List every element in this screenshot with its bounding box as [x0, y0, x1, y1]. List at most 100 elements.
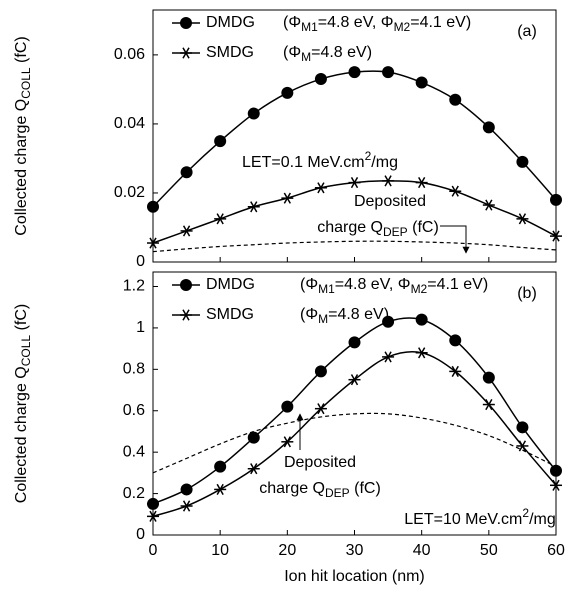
let-label: LET=0.1 MeV.cm2/mg: [242, 149, 398, 171]
marker: [281, 400, 294, 413]
marker: [348, 66, 361, 79]
text-part: M: [318, 312, 328, 326]
text-part: COLL: [19, 335, 33, 367]
marker-stroke: [384, 351, 392, 363]
marker-stroke: [182, 500, 191, 512]
marker: [415, 177, 428, 189]
marker: [415, 76, 428, 89]
text-part: =4.1 eV): [427, 276, 488, 293]
x-tick-label: 40: [413, 542, 431, 559]
text-part: 2: [522, 506, 529, 520]
marker: [516, 213, 529, 225]
series-line: [152, 70, 557, 208]
marker-stroke: [350, 374, 359, 386]
marker-stroke: [216, 483, 224, 496]
let-label: LET=10 MeV.cm2/mg: [404, 506, 556, 528]
marker: [415, 347, 428, 359]
panel-label: (b): [517, 285, 537, 302]
marker-stroke: [216, 213, 224, 225]
marker: [482, 371, 495, 384]
marker: [516, 421, 529, 434]
panel-label: (a): [517, 23, 537, 40]
text-part: M1: [318, 282, 335, 296]
text-part: (Φ: [300, 306, 318, 323]
marker: [180, 279, 192, 291]
marker: [314, 365, 327, 378]
marker: [281, 436, 294, 448]
marker: [147, 237, 159, 249]
marker: [415, 313, 428, 326]
legend-label: SMDG: [206, 306, 254, 323]
text-part: (Φ: [283, 44, 301, 61]
y-tick-label: 0.8: [123, 361, 145, 378]
text-part: /mg: [529, 511, 556, 528]
marker: [449, 185, 462, 197]
y-tick-label: 0.06: [114, 46, 145, 63]
marker: [550, 479, 562, 491]
marker: [214, 483, 227, 496]
marker-stroke: [182, 225, 191, 237]
marker-stroke: [350, 177, 359, 189]
text-part: Collected charge Q: [13, 366, 30, 503]
x-tick-label: 10: [211, 542, 229, 559]
text-part: LET=10 MeV.cm: [404, 511, 522, 528]
marker: [147, 510, 159, 522]
deposited-label: Deposited: [284, 454, 356, 471]
marker: [348, 336, 361, 349]
marker: [482, 121, 495, 134]
marker: [382, 66, 395, 79]
legend-note: (ΦM=4.8 eV): [300, 306, 389, 326]
y-tick-label: 1: [136, 319, 145, 336]
marker: [214, 135, 227, 148]
marker: [550, 193, 562, 206]
text-part: Collected charge Q: [13, 99, 30, 236]
deposited-label: Deposited: [354, 193, 426, 210]
marker: [214, 460, 227, 473]
text-part: (Φ: [300, 276, 318, 293]
marker: [147, 200, 159, 213]
text-part: (fC): [408, 219, 439, 236]
marker-stroke: [518, 213, 527, 225]
marker: [449, 334, 462, 347]
text-part: DEP: [325, 486, 350, 500]
text-part: M2: [394, 20, 411, 34]
marker-stroke: [418, 347, 426, 359]
marker-stroke: [451, 185, 459, 197]
text-part: charge Q: [317, 219, 383, 236]
deposited-label: charge QDEP (fC): [259, 480, 381, 500]
marker-stroke: [418, 177, 426, 189]
marker-stroke: [552, 479, 560, 491]
arrow: [440, 225, 470, 254]
legend-note: (ΦM=4.8 eV): [283, 44, 372, 64]
marker: [147, 497, 159, 510]
marker: [247, 431, 260, 444]
y-tick-label: 0.04: [114, 115, 145, 132]
marker: [180, 166, 193, 179]
legend-label: SMDG: [206, 44, 254, 61]
marker-stroke: [317, 182, 325, 194]
y-axis-label: Collected charge QCOLL (fC): [13, 304, 33, 503]
deposited-curve: [152, 412, 557, 474]
marker: [348, 374, 361, 386]
legend-label: DMDG: [206, 14, 255, 31]
marker: [247, 201, 260, 213]
marker: [180, 309, 192, 321]
text-part: (fC): [13, 304, 30, 335]
x-axis-label: Ion hit location (nm): [284, 568, 425, 585]
text-part: LET=0.1 MeV.cm: [242, 154, 365, 171]
marker-stroke: [485, 398, 493, 411]
marker-stroke: [250, 201, 258, 213]
text-part: (fC): [13, 36, 30, 67]
marker-stroke: [182, 309, 190, 321]
marker: [180, 225, 193, 237]
text-part: =4.8 eV, Φ: [335, 276, 411, 293]
marker-stroke: [518, 440, 527, 452]
marker: [482, 398, 495, 411]
text-part: M: [301, 50, 311, 64]
marker-stroke: [250, 463, 258, 475]
text-part: (fC): [350, 480, 381, 497]
y-tick-label: 1.2: [123, 278, 145, 295]
deposited-label: charge QDEP (fC): [317, 219, 439, 239]
marker: [550, 230, 562, 242]
text-part: 2: [365, 149, 372, 163]
